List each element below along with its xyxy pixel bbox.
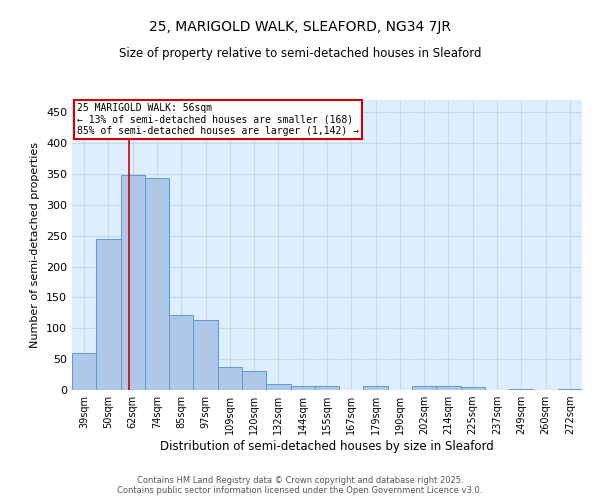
Bar <box>96 240 121 390</box>
Bar <box>242 372 266 390</box>
Bar <box>145 178 169 390</box>
Text: Size of property relative to semi-detached houses in Sleaford: Size of property relative to semi-detach… <box>119 48 481 60</box>
Bar <box>558 389 582 390</box>
Bar <box>121 176 145 390</box>
Bar <box>193 320 218 390</box>
Bar <box>412 386 436 390</box>
Bar <box>364 386 388 390</box>
Bar <box>218 366 242 390</box>
Bar <box>315 386 339 390</box>
Bar <box>266 384 290 390</box>
Bar <box>461 387 485 390</box>
Text: 25, MARIGOLD WALK, SLEAFORD, NG34 7JR: 25, MARIGOLD WALK, SLEAFORD, NG34 7JR <box>149 20 451 34</box>
Bar <box>290 386 315 390</box>
X-axis label: Distribution of semi-detached houses by size in Sleaford: Distribution of semi-detached houses by … <box>160 440 494 453</box>
Bar <box>72 353 96 390</box>
Bar <box>169 314 193 390</box>
Y-axis label: Number of semi-detached properties: Number of semi-detached properties <box>31 142 40 348</box>
Bar <box>436 386 461 390</box>
Text: Contains HM Land Registry data © Crown copyright and database right 2025.
Contai: Contains HM Land Registry data © Crown c… <box>118 476 482 495</box>
Text: 25 MARIGOLD WALK: 56sqm
← 13% of semi-detached houses are smaller (168)
85% of s: 25 MARIGOLD WALK: 56sqm ← 13% of semi-de… <box>77 103 359 136</box>
